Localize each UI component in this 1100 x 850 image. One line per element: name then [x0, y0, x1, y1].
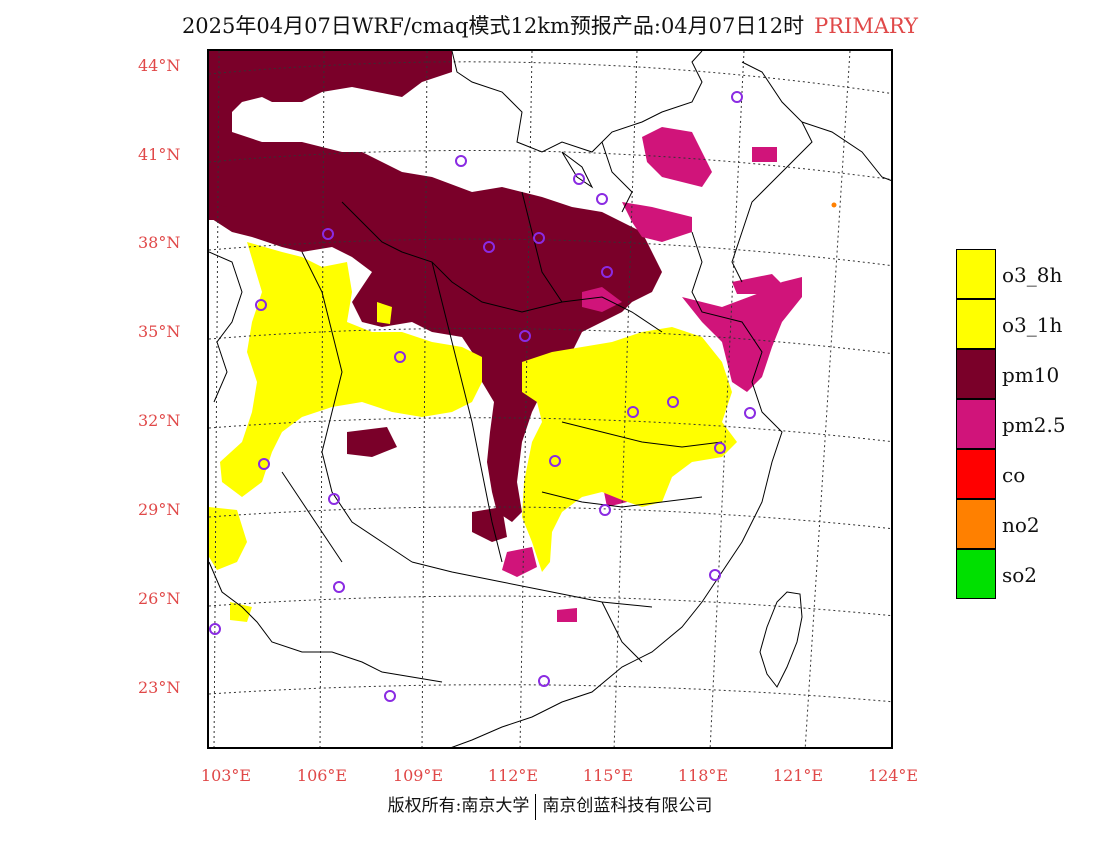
- title-main: 2025年04月07日WRF/cmaq模式12km预报产品:04月07日12时: [181, 14, 805, 38]
- lat-label-44: 44°N: [138, 56, 181, 75]
- lat-label-29: 29°N: [138, 500, 181, 519]
- legend-label: so2: [1002, 563, 1038, 587]
- lat-label-23: 23°N: [138, 678, 181, 697]
- station-markers: [209, 91, 756, 702]
- lat-label-32: 32°N: [138, 411, 181, 430]
- no2-point: [831, 202, 837, 208]
- lat-label-38: 38°N: [138, 233, 181, 252]
- lon-label-109: 109°E: [392, 766, 444, 785]
- legend-swatch: [956, 399, 996, 449]
- lon-label-118: 118°E: [677, 766, 729, 785]
- lat-label-41: 41°N: [138, 145, 181, 164]
- legend-swatch: [956, 249, 996, 299]
- legend-label: o3_8h: [1002, 263, 1063, 287]
- graticule: [209, 51, 891, 747]
- legend-label: no2: [1002, 513, 1040, 537]
- lon-label-103: 103°E: [200, 766, 252, 785]
- legend-label: co: [1002, 463, 1026, 487]
- legend-label: pm2.5: [1002, 413, 1066, 437]
- lon-label-121: 121°E: [772, 766, 824, 785]
- footer-copyright: 版权所有:南京大学: [387, 796, 530, 816]
- lon-label-106: 106°E: [296, 766, 348, 785]
- pollution-map: [209, 51, 891, 747]
- footer: 版权所有:南京大学 南京创蓝科技有限公司: [0, 791, 1100, 820]
- taiwan-outline: [759, 591, 803, 688]
- legend-label: pm10: [1002, 363, 1060, 387]
- lon-label-115: 115°E: [582, 766, 634, 785]
- lat-label-35: 35°N: [138, 322, 181, 341]
- legend-swatch: [956, 449, 996, 499]
- legend-label: o3_1h: [1002, 313, 1063, 337]
- lat-label-26: 26°N: [138, 589, 181, 608]
- map-panel: [207, 49, 893, 749]
- province-boundaries: [209, 51, 891, 747]
- lon-label-112: 112°E: [487, 766, 539, 785]
- legend-swatch: [956, 499, 996, 549]
- legend-swatch: [956, 549, 996, 599]
- lon-label-124: 124°E: [867, 766, 919, 785]
- map-title: 2025年04月07日WRF/cmaq模式12km预报产品:04月07日12时 P…: [0, 10, 1100, 40]
- footer-separator: [535, 793, 537, 820]
- legend-swatch: [956, 349, 996, 399]
- legend-swatch: [956, 299, 996, 349]
- title-tag: PRIMARY: [814, 14, 919, 38]
- footer-company: 南京创蓝科技有限公司: [542, 796, 713, 816]
